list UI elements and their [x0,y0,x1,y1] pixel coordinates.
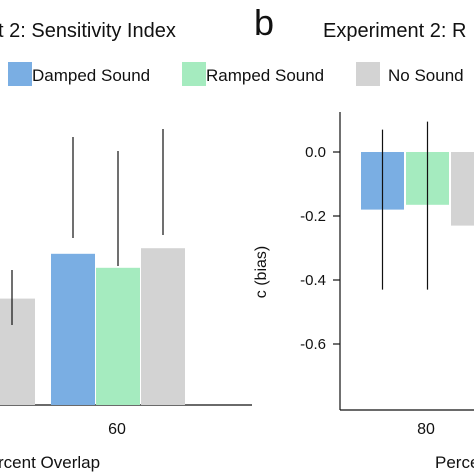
panel-b-ytick-label-2: -0.2 [300,208,326,225]
panel-a-tick-60: 60 [108,421,126,438]
panel-a-title: t 2: Sensitivity Index [0,20,176,42]
panel-b-ylabel: c (bias) [253,246,270,298]
legend-label-1: Damped Sound [32,66,150,85]
legend-swatch-1 [8,62,32,86]
panel-a-bar-3 [141,248,185,405]
legend: Damped Sound Ramped Sound No Sound [8,62,464,86]
legend-label-2: Ramped Sound [206,66,324,85]
panel-b-bar-3 [451,152,474,226]
panel-b-letter: b [254,2,274,43]
panel-b-ytick-label-3: -0.4 [300,272,326,289]
panel-a-xlabel: rcent Overlap [0,453,100,472]
panel-a-bar-2 [96,267,140,405]
panel-a-bar-partial [0,298,35,405]
panel-a-bar-1 [51,253,95,405]
panel-b-xlabel: Perce [435,453,474,472]
legend-label-3: No Sound [388,66,464,85]
legend-swatch-3 [356,62,380,86]
legend-swatch-2 [182,62,206,86]
panel-b-bars [361,121,474,290]
panel-b-y-ticks: 0.0 -0.2 -0.4 -0.6 [300,144,340,353]
panel-b-ytick-label-1: 0.0 [305,144,326,161]
panel-b-title: Experiment 2: R [323,20,466,42]
panel-b-ytick-label-4: -0.6 [300,336,326,353]
panel-b-tick-80: 80 [417,421,435,438]
panel-a-bars [0,129,185,405]
